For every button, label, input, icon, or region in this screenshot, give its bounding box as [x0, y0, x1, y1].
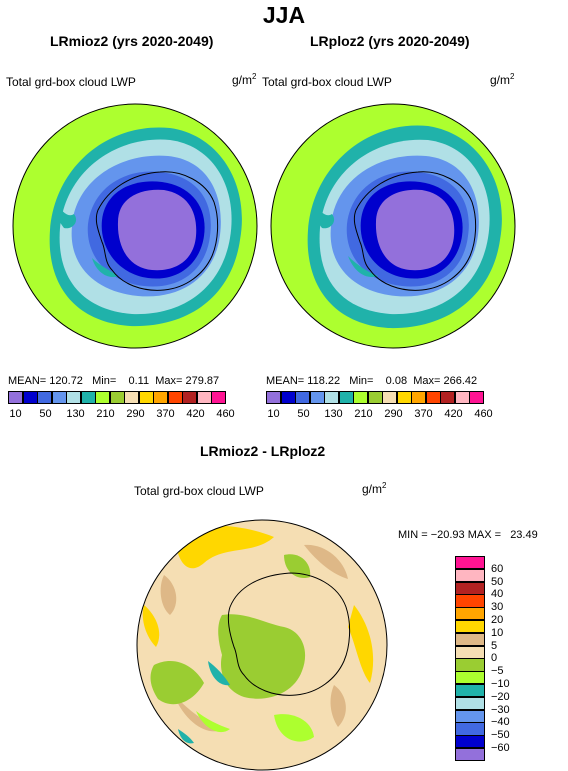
colorbar-swatch	[324, 391, 339, 404]
diff-title: LRmioz2 - LRploz2	[200, 443, 326, 459]
colorbar-swatch	[455, 747, 485, 762]
colorbar-label: 50	[491, 575, 504, 588]
colorbar-swatch	[353, 391, 368, 404]
colorbar-swatch	[455, 568, 485, 583]
colorbar-swatch	[338, 391, 354, 404]
colorbar-label: 10	[491, 626, 504, 639]
colorbar-label: −40	[491, 716, 510, 729]
colorbar-swatch	[167, 391, 183, 404]
colorbar-swatch	[182, 391, 197, 404]
colorbar-swatch	[95, 391, 110, 404]
colorbar-label: 60	[491, 562, 504, 575]
colorbar-label: 50	[39, 408, 52, 420]
colorbar-panel-2	[266, 391, 484, 404]
colorbar-swatch	[211, 391, 226, 404]
map-lwp-difference	[136, 519, 388, 771]
colorbar-label: 130	[66, 408, 85, 420]
panel-2-units: g/m2	[490, 72, 515, 87]
map-lwp-lrmioz2	[12, 103, 258, 349]
colorbar-panel-1	[8, 391, 226, 404]
colorbar-swatch	[455, 619, 485, 634]
panel-2-variable: Total grd-box cloud LWP	[262, 75, 392, 89]
panel-1-units: g/m2	[232, 72, 257, 87]
map-lwp-lrploz2	[270, 103, 516, 349]
colorbar-label: 10	[9, 408, 22, 420]
colorbar-swatch	[382, 391, 397, 404]
colorbar-swatch	[266, 391, 281, 404]
colorbar-label: −30	[491, 703, 510, 716]
colorbar-swatch	[455, 735, 485, 749]
colorbar-swatch	[455, 556, 485, 570]
colorbar-swatch	[124, 391, 139, 404]
colorbar-label: 460	[216, 408, 235, 420]
colorbar-swatch	[22, 391, 38, 404]
colorbar-label: 40	[491, 588, 504, 601]
colorbar-panel-1-labels: 10 50 130 210 290 370 420 460	[8, 408, 258, 422]
colorbar-label: −20	[491, 690, 510, 703]
colorbar-swatch	[455, 594, 485, 608]
colorbar-label: 0	[491, 652, 498, 665]
colorbar-swatch	[309, 391, 325, 404]
panel-1-variable: Total grd-box cloud LWP	[6, 75, 136, 89]
colorbar-label: 370	[156, 408, 175, 420]
colorbar-swatch	[455, 658, 485, 672]
colorbar-swatch	[455, 632, 485, 647]
colorbar-swatch	[455, 709, 485, 723]
colorbar-label: 130	[324, 408, 343, 420]
panel-2-title: LRploz2 (yrs 2020-2049)	[310, 33, 470, 49]
colorbar-swatch	[51, 391, 67, 404]
colorbar-label: 420	[186, 408, 205, 420]
colorbar-label: 460	[474, 408, 493, 420]
colorbar-swatch	[455, 671, 485, 685]
colorbar-swatch	[280, 391, 296, 404]
colorbar-panel-2-labels: 10 50 130 210 290 370 420 460	[266, 408, 516, 422]
colorbar-swatch	[8, 391, 23, 404]
colorbar-swatch	[37, 391, 52, 404]
panel-2-stats: MEAN= 118.22 Min= 0.08 Max= 266.42	[266, 375, 478, 387]
colorbar-label: 420	[444, 408, 463, 420]
diff-min-max: MIN = −20.93 MAX = 23.49	[398, 529, 538, 541]
colorbar-swatch	[396, 391, 412, 404]
colorbar-swatch	[109, 391, 125, 404]
colorbar-label: −60	[491, 742, 510, 754]
colorbar-swatch	[153, 391, 168, 404]
diff-units: g/m2	[362, 481, 387, 496]
colorbar-swatch	[455, 645, 485, 659]
panel-1-title: LRmioz2 (yrs 2020-2049)	[50, 33, 214, 49]
colorbar-difference	[455, 556, 485, 762]
colorbar-label: −50	[491, 729, 510, 742]
colorbar-label: 50	[297, 408, 310, 420]
colorbar-label: 10	[267, 408, 280, 420]
diff-variable: Total grd-box cloud LWP	[134, 484, 264, 498]
colorbar-swatch	[295, 391, 310, 404]
colorbar-swatch	[138, 391, 154, 404]
season-title: JJA	[262, 2, 306, 28]
colorbar-label: 210	[354, 408, 373, 420]
colorbar-swatch	[455, 581, 485, 595]
colorbar-label: 290	[384, 408, 403, 420]
panel-1-stats: MEAN= 120.72 Min= 0.11 Max= 279.87	[8, 375, 220, 387]
colorbar-swatch	[455, 722, 485, 736]
colorbar-swatch	[455, 683, 485, 698]
colorbar-swatch	[425, 391, 441, 404]
colorbar-label: 5	[491, 639, 498, 652]
colorbar-label: 20	[491, 614, 504, 626]
colorbar-swatch	[454, 391, 470, 404]
colorbar-label: 210	[96, 408, 115, 420]
colorbar-swatch	[455, 607, 485, 621]
colorbar-label: 30	[491, 601, 504, 614]
colorbar-label: −10	[491, 678, 510, 690]
colorbar-swatch	[80, 391, 96, 404]
colorbar-swatch	[367, 391, 383, 404]
colorbar-swatch	[469, 391, 484, 404]
colorbar-label: 370	[414, 408, 433, 420]
colorbar-label: −5	[491, 665, 504, 678]
colorbar-label: 290	[126, 408, 145, 420]
colorbar-swatch	[196, 391, 212, 404]
colorbar-swatch	[455, 696, 485, 711]
colorbar-swatch	[411, 391, 426, 404]
colorbar-swatch	[66, 391, 81, 404]
colorbar-swatch	[440, 391, 455, 404]
